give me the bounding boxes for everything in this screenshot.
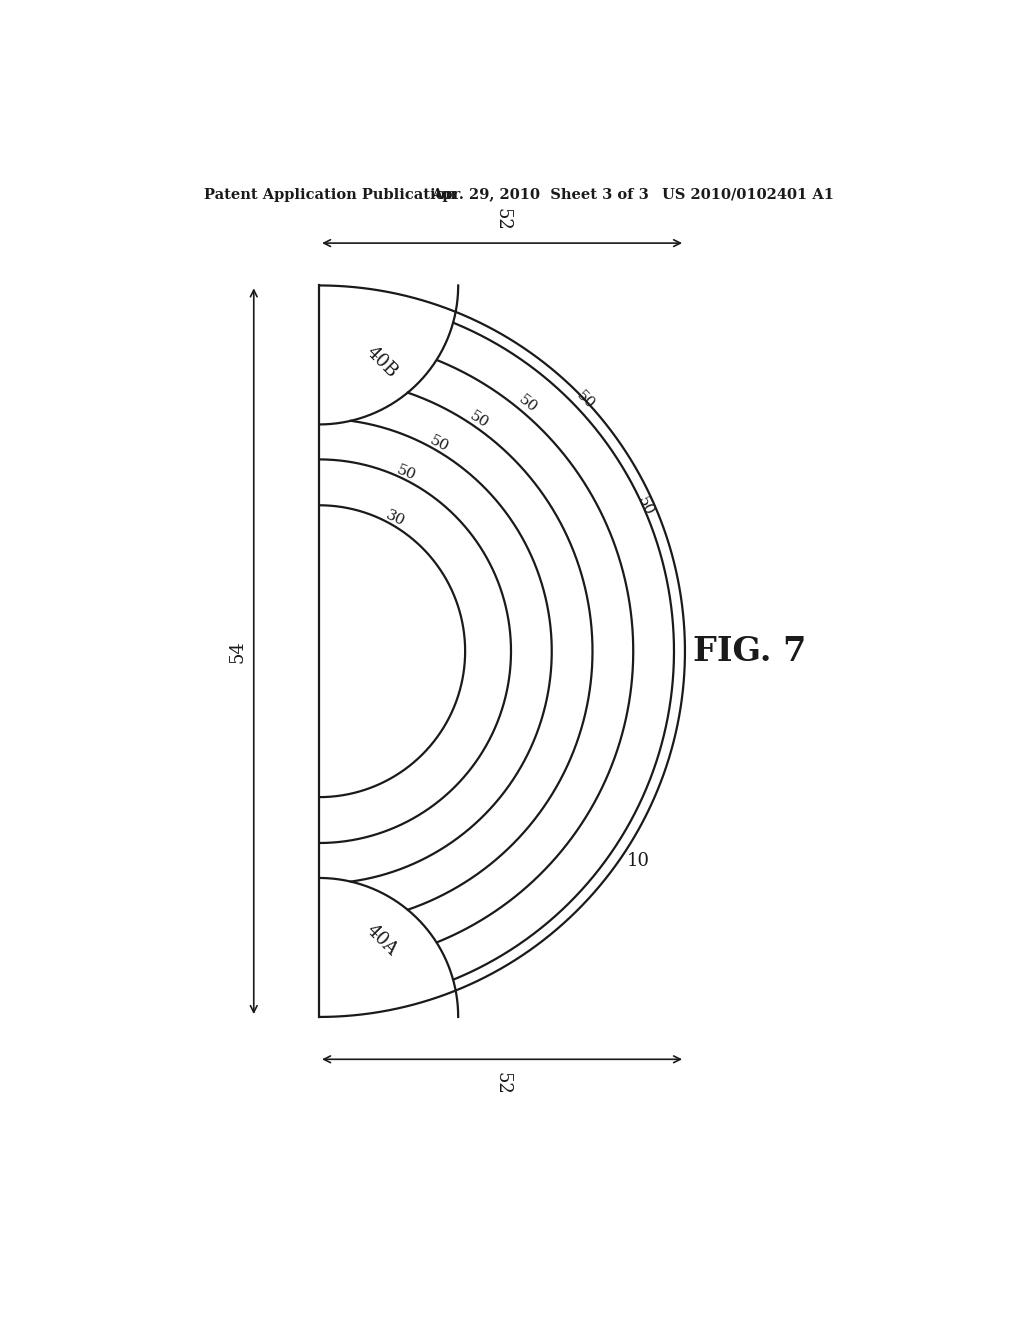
Text: 40B: 40B: [362, 343, 400, 381]
Text: 40A: 40A: [362, 921, 400, 960]
Text: Patent Application Publication: Patent Application Publication: [204, 187, 456, 202]
Text: 50: 50: [428, 433, 452, 454]
Text: 50: 50: [636, 494, 656, 517]
Text: US 2010/0102401 A1: US 2010/0102401 A1: [662, 187, 834, 202]
Text: 52: 52: [494, 209, 511, 231]
Text: 54: 54: [228, 640, 246, 663]
Text: FIG. 7: FIG. 7: [692, 635, 806, 668]
Text: 52: 52: [494, 1072, 511, 1094]
Text: 10: 10: [627, 851, 649, 870]
Text: Apr. 29, 2010  Sheet 3 of 3: Apr. 29, 2010 Sheet 3 of 3: [431, 187, 648, 202]
Text: 50: 50: [394, 463, 418, 483]
Text: 50: 50: [573, 388, 597, 412]
Text: 30: 30: [384, 508, 408, 529]
Text: 50: 50: [516, 392, 540, 416]
Text: 50: 50: [467, 408, 490, 430]
